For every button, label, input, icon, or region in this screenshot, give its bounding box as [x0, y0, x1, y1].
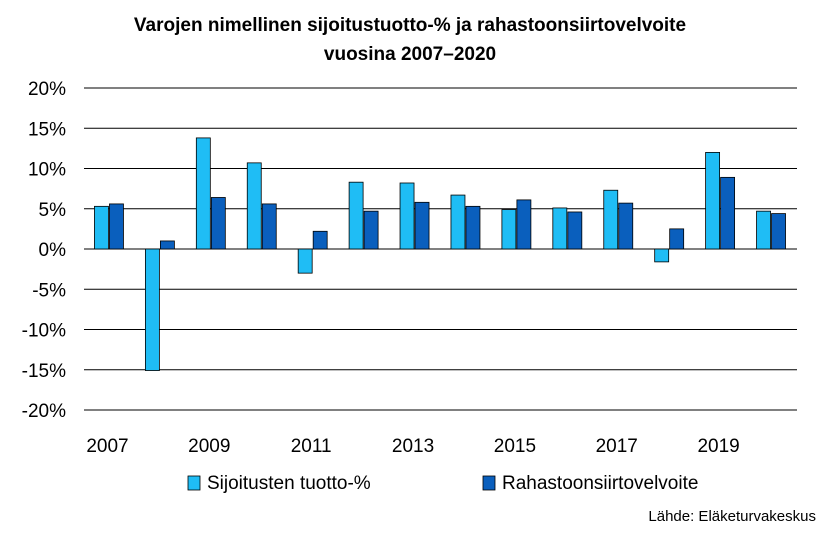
- y-tick-label: 5%: [39, 200, 67, 221]
- bar: [144, 248, 160, 371]
- legend-swatch: [482, 475, 496, 491]
- bar: [501, 209, 517, 250]
- bar: [603, 189, 619, 250]
- bar: [195, 137, 211, 250]
- bar: [261, 203, 277, 250]
- bar: [109, 203, 124, 250]
- bar: [399, 182, 415, 250]
- bar: [348, 181, 364, 250]
- bar: [618, 202, 634, 250]
- bars: [94, 137, 786, 371]
- legend: Sijoitusten tuotto-% Rahastoonsiirtovelvo…: [187, 473, 698, 494]
- y-tick-label: 10%: [28, 160, 66, 181]
- y-tick-label: -15%: [22, 361, 66, 382]
- bar: [159, 240, 175, 250]
- x-tick-label: 2013: [392, 436, 434, 457]
- x-tick-label: 2015: [494, 436, 536, 457]
- bar: [246, 162, 262, 250]
- y-tick-label: 15%: [28, 119, 66, 140]
- bar: [363, 210, 379, 250]
- y-tick-label: -5%: [32, 280, 66, 301]
- bar: [297, 248, 313, 274]
- bar: [552, 207, 568, 250]
- y-tick-label: -20%: [22, 401, 66, 422]
- bar: [414, 201, 430, 250]
- legend-swatch: [187, 475, 201, 491]
- y-tick-label: 0%: [39, 240, 67, 261]
- bar: [705, 151, 721, 250]
- x-tick-label: 2007: [86, 436, 128, 457]
- x-tick-label: 2019: [697, 436, 739, 457]
- y-tick-label: -10%: [22, 321, 66, 342]
- source-note: Lähde: Eläketurvakeskus: [648, 508, 816, 525]
- bar: [771, 213, 786, 250]
- bar: [210, 197, 226, 250]
- bar: [756, 210, 771, 250]
- legend-label: Sijoitusten tuotto-%: [207, 473, 371, 494]
- gridlines: [84, 87, 797, 411]
- y-tick-label: 20%: [28, 79, 66, 100]
- bar: [450, 194, 466, 250]
- x-tick-label: 2017: [596, 436, 638, 457]
- x-tick-label: 2011: [291, 436, 332, 457]
- x-tick-label: 2009: [188, 436, 230, 457]
- bar: [669, 228, 685, 250]
- bar: [465, 205, 481, 250]
- bar: [654, 248, 670, 263]
- chart-title: Varojen nimellinen sijoitustuotto-% ja r…: [134, 15, 686, 65]
- bar: [720, 176, 736, 250]
- chart-title-line1: Varojen nimellinen sijoitustuotto-% ja r…: [134, 15, 686, 36]
- bar: [94, 205, 109, 250]
- legend-label: Rahastoonsiirtovelvoite: [502, 473, 698, 494]
- chart-title-line2: vuosina 2007–2020: [324, 44, 496, 65]
- bar: [516, 199, 532, 250]
- bar: [312, 230, 328, 250]
- y-axis-ticks: 20% 15% 10% 5% 0% -5% -10% -15% -20%: [22, 79, 66, 422]
- x-axis-ticks: 2007 2009 2011 2013 2015 2017 2019: [86, 436, 739, 457]
- bar: [567, 211, 583, 250]
